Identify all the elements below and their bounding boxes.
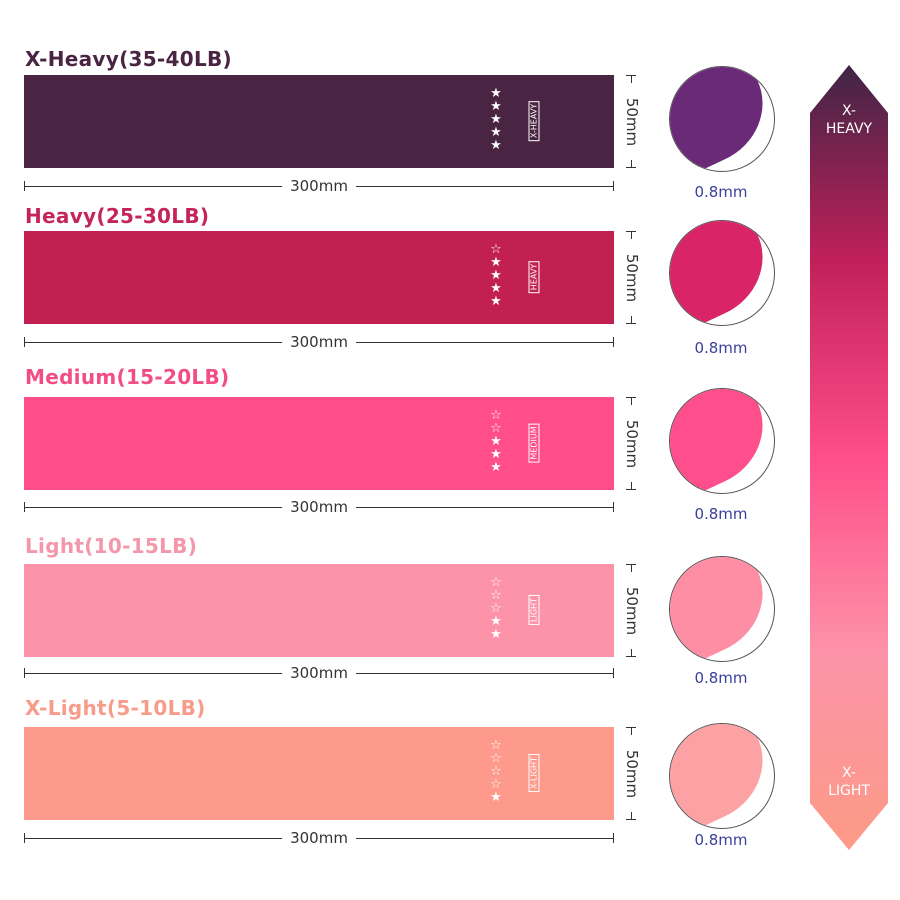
- star-outline-icon: ☆: [490, 242, 502, 257]
- thickness-label: 0.8mm: [694, 339, 748, 357]
- star-outline-icon: ☆: [490, 421, 502, 436]
- height-dimension: 50mm: [622, 564, 642, 657]
- band-closeup: [669, 556, 775, 662]
- height-dimension: 50mm: [622, 727, 642, 820]
- star-filled-icon: ★: [490, 99, 502, 114]
- star-filled-icon: ★: [490, 434, 502, 449]
- star-filled-icon: ★: [490, 281, 502, 296]
- thickness-label: 0.8mm: [694, 505, 748, 523]
- height-dimension: 50mm: [622, 231, 642, 324]
- star-filled-icon: ★: [490, 268, 502, 283]
- band-tag-label: LIGHT: [528, 595, 540, 625]
- band-tag: ★ ★ ★ ★ ☆ HEAVY: [486, 243, 556, 311]
- width-label: 300mm: [282, 664, 356, 682]
- band-closeup: [669, 66, 775, 172]
- height-label: 50mm: [623, 586, 641, 635]
- band-tag-label: MEDIUM: [528, 423, 540, 463]
- width-dimension: 300mm: [24, 177, 614, 195]
- star-outline-icon: ☆: [490, 777, 502, 792]
- band-title: X-Heavy(35-40LB): [25, 47, 232, 71]
- strength-stars: ★ ★ ★ ★ ☆: [486, 243, 506, 308]
- star-filled-icon: ★: [490, 627, 502, 642]
- band-tag: ★ ★ ★ ★ ★ X-HEAVY: [486, 87, 556, 155]
- height-label: 50mm: [623, 253, 641, 302]
- strength-stars: ★ ★ ☆ ☆ ☆: [486, 576, 506, 641]
- resistance-band: ★ ★ ★ ★ ☆ HEAVY: [24, 231, 614, 324]
- resistance-band: ★ ☆ ☆ ☆ ☆ X-LIGHT: [24, 727, 614, 820]
- star-outline-icon: ☆: [490, 408, 502, 423]
- width-label: 300mm: [282, 177, 356, 195]
- star-outline-icon: ☆: [490, 575, 502, 590]
- star-filled-icon: ★: [490, 255, 502, 270]
- scale-bottom-label: X- LIGHT: [828, 765, 870, 799]
- band-tag-label: X-HEAVY: [528, 100, 540, 142]
- star-filled-icon: ★: [490, 86, 502, 101]
- resistance-scale-arrow: [810, 65, 888, 850]
- strength-stars: ★ ★ ★ ★ ★: [486, 87, 506, 152]
- height-dimension: 50mm: [622, 397, 642, 490]
- star-filled-icon: ★: [490, 138, 502, 153]
- star-outline-icon: ☆: [490, 764, 502, 779]
- star-filled-icon: ★: [490, 294, 502, 309]
- resistance-band: ★ ★ ★ ★ ★ X-HEAVY: [24, 75, 614, 168]
- height-label: 50mm: [623, 97, 641, 146]
- width-label: 300mm: [282, 829, 356, 847]
- star-outline-icon: ☆: [490, 751, 502, 766]
- star-outline-icon: ☆: [490, 588, 502, 603]
- resistance-band: ★ ★ ☆ ☆ ☆ LIGHT: [24, 564, 614, 657]
- star-outline-icon: ☆: [490, 601, 502, 616]
- strength-stars: ★ ☆ ☆ ☆ ☆: [486, 739, 506, 804]
- height-dimension: 50mm: [622, 75, 642, 168]
- band-tag: ★ ★ ★ ☆ ☆ MEDIUM: [486, 409, 556, 477]
- width-label: 300mm: [282, 498, 356, 516]
- thickness-label: 0.8mm: [694, 831, 748, 849]
- band-tag-label: HEAVY: [528, 260, 540, 294]
- star-filled-icon: ★: [490, 790, 502, 805]
- band-closeup: [669, 723, 775, 829]
- band-title: X-Light(5-10LB): [25, 696, 206, 720]
- star-filled-icon: ★: [490, 460, 502, 475]
- band-title: Light(10-15LB): [25, 534, 198, 558]
- band-title: Heavy(25-30LB): [25, 204, 210, 228]
- band-closeup: [669, 388, 775, 494]
- width-dimension: 300mm: [24, 829, 614, 847]
- star-filled-icon: ★: [490, 614, 502, 629]
- thickness-label: 0.8mm: [694, 183, 748, 201]
- height-label: 50mm: [623, 749, 641, 798]
- width-label: 300mm: [282, 333, 356, 351]
- width-dimension: 300mm: [24, 498, 614, 516]
- width-dimension: 300mm: [24, 664, 614, 682]
- star-filled-icon: ★: [490, 112, 502, 127]
- band-tag: ★ ★ ☆ ☆ ☆ LIGHT: [486, 576, 556, 644]
- star-outline-icon: ☆: [490, 738, 502, 753]
- star-filled-icon: ★: [490, 447, 502, 462]
- star-filled-icon: ★: [490, 125, 502, 140]
- scale-top-label: X- HEAVY: [825, 103, 873, 137]
- strength-stars: ★ ★ ★ ☆ ☆: [486, 409, 506, 474]
- band-tag: ★ ☆ ☆ ☆ ☆ X-LIGHT: [486, 739, 556, 807]
- width-dimension: 300mm: [24, 333, 614, 351]
- band-title: Medium(15-20LB): [25, 365, 230, 389]
- band-closeup: [669, 220, 775, 326]
- height-label: 50mm: [623, 419, 641, 468]
- thickness-label: 0.8mm: [694, 669, 748, 687]
- band-tag-label: X-LIGHT: [528, 754, 540, 792]
- resistance-band: ★ ★ ★ ☆ ☆ MEDIUM: [24, 397, 614, 490]
